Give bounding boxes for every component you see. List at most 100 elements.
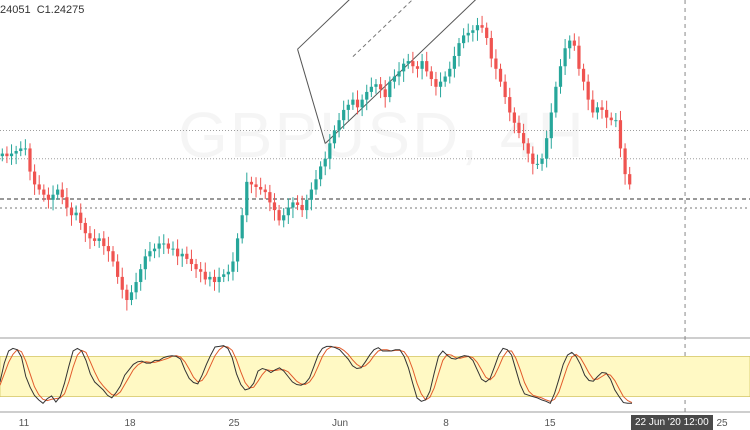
candle-body	[378, 84, 383, 90]
candle-body	[199, 269, 203, 272]
candle-body	[111, 251, 115, 262]
candle-body	[19, 148, 23, 152]
candle-body	[106, 246, 111, 252]
candle-body	[586, 81, 590, 100]
candle-body	[415, 66, 420, 69]
candle-body	[521, 133, 526, 144]
candle-body	[397, 71, 401, 77]
candle-body	[295, 202, 300, 205]
candle-body	[83, 222, 87, 234]
candle-body	[369, 86, 373, 92]
candle-body	[134, 282, 138, 293]
candle-body	[328, 143, 332, 159]
candle-body	[411, 61, 415, 67]
channel-lower-line	[324, 0, 477, 144]
candle-body	[120, 276, 124, 290]
candle-body	[286, 207, 290, 216]
candle-body	[116, 261, 120, 277]
candle-body	[466, 32, 470, 36]
channel-connector	[297, 49, 326, 144]
candle-body	[572, 40, 576, 46]
candle-body	[605, 109, 609, 118]
stochastic-d-line	[0, 345, 633, 404]
candle-body	[425, 61, 429, 72]
candle-body	[342, 109, 346, 121]
candle-body	[512, 112, 516, 123]
x-tick-label: 25	[716, 418, 728, 429]
candle-body	[346, 104, 350, 110]
crosshair-time-label: 22 Jun '20 12:00	[631, 415, 713, 430]
candle-body	[32, 171, 37, 185]
candle-body	[503, 81, 507, 98]
candle-body	[259, 186, 263, 190]
candle-body	[309, 189, 314, 200]
candle-body	[429, 71, 433, 80]
candle-body	[554, 86, 558, 113]
candle-body	[443, 76, 447, 82]
candle-body	[14, 151, 18, 154]
candle-body	[194, 264, 198, 270]
candle-body	[618, 120, 623, 149]
channel-upper-line	[297, 0, 350, 50]
candle-body	[28, 148, 32, 172]
candle-body	[462, 35, 466, 44]
candle-body	[420, 61, 424, 69]
candle-body	[56, 189, 60, 195]
candle-body	[388, 81, 392, 98]
x-tick-label: 18	[124, 418, 136, 429]
candle-body	[475, 25, 480, 31]
candle-body	[74, 212, 78, 216]
candle-body	[300, 204, 304, 211]
candle-body	[217, 276, 221, 283]
candle-body	[406, 61, 410, 64]
candle-body	[37, 184, 41, 190]
candle-body	[318, 166, 323, 180]
candle-body	[508, 97, 512, 113]
candle-body	[263, 189, 267, 193]
candle-body	[531, 153, 535, 164]
candle-body	[568, 40, 572, 49]
candle-body	[448, 68, 452, 77]
candle-body	[383, 89, 387, 98]
x-tick-label: Jun	[331, 418, 349, 429]
stochastic-band	[0, 356, 750, 397]
candle-body	[79, 212, 83, 223]
candle-body	[65, 197, 69, 208]
candle-body	[374, 84, 378, 87]
x-tick-label: 8	[443, 418, 449, 429]
candle-body	[226, 271, 230, 275]
candle-body	[249, 181, 254, 185]
x-tick-label: 15	[544, 418, 556, 429]
candle-body	[434, 79, 438, 87]
candle-body	[402, 63, 406, 72]
candle-body	[471, 30, 475, 33]
candle-body	[60, 189, 64, 198]
candle-body	[189, 258, 194, 265]
candle-body	[254, 184, 258, 187]
candle-body	[545, 138, 549, 159]
candle-body	[314, 179, 318, 190]
candle-body	[171, 248, 175, 250]
candle-body	[166, 243, 170, 249]
candle-body	[92, 238, 97, 241]
candle-body	[457, 43, 461, 56]
candle-body	[222, 274, 226, 277]
candle-body	[305, 199, 309, 211]
candle-body	[549, 112, 553, 139]
candle-body	[203, 271, 207, 280]
candle-body	[143, 256, 147, 270]
candle-body	[577, 45, 581, 69]
candle-body	[139, 269, 143, 283]
candle-body	[332, 130, 337, 144]
candle-body	[97, 238, 101, 241]
candle-body	[540, 158, 544, 164]
candle-body	[157, 243, 161, 249]
candle-body	[231, 261, 235, 272]
candle-body	[323, 158, 327, 167]
candle-body	[498, 68, 503, 82]
candle-body	[365, 91, 369, 100]
candle-body	[282, 215, 286, 221]
candle-body	[23, 148, 27, 150]
x-tick-label: 25	[228, 418, 240, 429]
